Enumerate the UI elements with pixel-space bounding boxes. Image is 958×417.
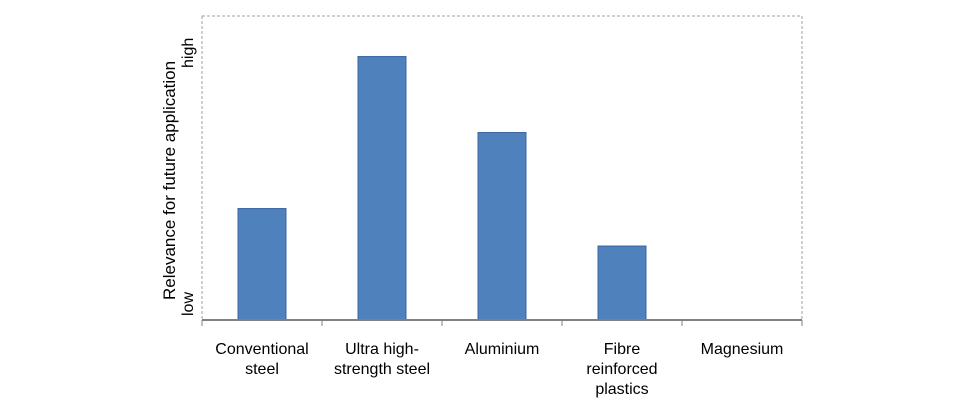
x-tick-label-3: Fibre reinforced plastics bbox=[586, 341, 658, 398]
bar-2 bbox=[477, 132, 527, 321]
bar-0 bbox=[237, 208, 287, 321]
x-tick-label-2: Aluminium bbox=[464, 341, 540, 358]
bar-1 bbox=[357, 56, 407, 321]
x-axis-ticks bbox=[201, 320, 803, 326]
bars-group bbox=[237, 56, 647, 321]
x-tick-label-4: Magnesium bbox=[700, 341, 784, 358]
x-tick-label-1: Ultra high- strength steel bbox=[333, 341, 431, 378]
y-tick-high: high bbox=[180, 37, 197, 68]
y-tick-low: low bbox=[180, 291, 197, 316]
x-tick-label-0: Conventional steel bbox=[215, 341, 309, 378]
plot-area-frame bbox=[201, 15, 803, 321]
bar-3 bbox=[597, 245, 647, 321]
y-axis-title: Relevance for future application bbox=[160, 60, 179, 300]
